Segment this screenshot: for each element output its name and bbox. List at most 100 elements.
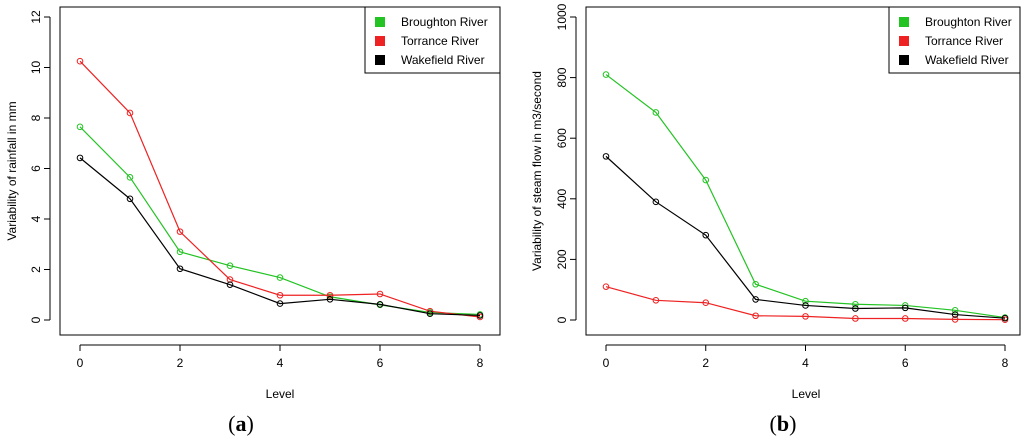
- data-point: [752, 296, 759, 303]
- x-tick-label: 4: [802, 356, 809, 370]
- data-point: [802, 297, 809, 305]
- data-point: [126, 195, 134, 203]
- y-tick-label: 800: [555, 67, 569, 87]
- data-point: [901, 315, 909, 322]
- series-line: [79, 126, 481, 316]
- x-axis-label: Level: [792, 387, 821, 401]
- x-tick-label: 0: [603, 356, 610, 370]
- series-lines: [602, 71, 1009, 323]
- data-point: [1001, 314, 1009, 322]
- data-point: [602, 153, 610, 160]
- x-tick-label: 8: [1002, 356, 1009, 370]
- y-axis-ticks: 0 200 400 600 800 1000: [555, 3, 577, 323]
- series-lines: [76, 57, 484, 321]
- y-tick-label: 200: [555, 249, 569, 269]
- y-tick-label: 400: [555, 188, 569, 208]
- data-point: [376, 301, 384, 308]
- panel-b: 0 2 4 6 8 0 200 400 600 800 1000 Level Variabilit…: [530, 3, 1021, 436]
- x-axis-ticks: 0 2 4 6 8: [603, 344, 1009, 370]
- y-tick-label: 1000: [555, 3, 569, 30]
- legend-label: Broughton River: [401, 15, 488, 29]
- data-point: [226, 281, 234, 288]
- x-tick-label: 2: [702, 356, 709, 370]
- data-point: [802, 302, 809, 309]
- series-line: [79, 60, 481, 318]
- y-tick-label: 600: [555, 128, 569, 148]
- data-point: [226, 262, 234, 270]
- data-point: [426, 310, 434, 317]
- y-tick-label: 2: [29, 266, 43, 273]
- data-point: [652, 198, 660, 206]
- data-point: [276, 291, 284, 299]
- legend-label: Torrance River: [401, 34, 479, 48]
- plot-frame: [59, 6, 501, 336]
- y-axis-label: Variability of rainfall in mm: [5, 101, 19, 240]
- panel-caption: (a): [228, 411, 254, 436]
- y-tick-label: 10: [29, 61, 43, 75]
- legend-swatch: [899, 55, 909, 65]
- series-line: [605, 74, 1006, 319]
- x-axis-ticks: 0 2 4 6 8: [77, 344, 484, 370]
- panel-a: 0 2 4 6 8 0 2 4 6 8 10 12 Level Variability of rai…: [5, 6, 501, 436]
- data-point: [951, 307, 959, 314]
- legend-label: Wakefield River: [925, 53, 1009, 67]
- legend-label: Wakefield River: [401, 53, 485, 67]
- legend-label: Torrance River: [925, 34, 1003, 48]
- x-tick-label: 8: [477, 356, 484, 370]
- x-tick-label: 6: [377, 356, 384, 370]
- data-point: [176, 248, 184, 256]
- legend-swatch: [899, 36, 909, 46]
- data-point: [702, 299, 710, 307]
- data-point: [802, 313, 809, 320]
- x-axis-label: Level: [266, 387, 295, 401]
- data-point: [652, 109, 660, 116]
- data-point: [76, 123, 84, 131]
- plot-frame: [585, 6, 1021, 336]
- legend: Broughton River Torrance River Wakefield R…: [888, 6, 1021, 74]
- data-point: [652, 297, 660, 304]
- data-point: [176, 228, 184, 235]
- data-point: [901, 304, 909, 312]
- data-point: [176, 265, 184, 273]
- data-point: [76, 154, 84, 162]
- y-axis-label: Variability of steam flow in m3/second: [530, 71, 544, 271]
- y-tick-label: 4: [29, 215, 43, 222]
- data-point: [951, 311, 959, 318]
- data-point: [476, 312, 484, 319]
- y-tick-label: 12: [29, 10, 43, 24]
- x-tick-label: 0: [77, 356, 84, 370]
- legend-swatch: [899, 17, 909, 27]
- data-point: [602, 71, 610, 78]
- series-line: [605, 286, 1006, 321]
- y-axis-ticks: 0 2 4 6 8 10 12: [29, 10, 51, 323]
- y-tick-label: 8: [29, 114, 43, 121]
- data-point: [376, 290, 384, 298]
- series-line: [79, 157, 481, 317]
- data-point: [702, 231, 710, 239]
- data-point: [852, 300, 859, 308]
- y-tick-label: 6: [29, 165, 43, 172]
- data-point: [276, 274, 284, 281]
- data-point: [852, 315, 859, 322]
- data-point: [951, 316, 959, 323]
- data-point: [326, 295, 334, 303]
- x-tick-label: 2: [177, 356, 184, 370]
- legend-swatch: [375, 55, 385, 65]
- data-point: [752, 280, 759, 288]
- data-point: [602, 283, 610, 290]
- data-point: [76, 57, 84, 65]
- data-point: [852, 305, 859, 312]
- data-point: [326, 291, 334, 299]
- data-point: [226, 276, 234, 283]
- legend-swatch: [375, 36, 385, 46]
- data-point: [276, 300, 284, 307]
- data-point: [126, 109, 134, 117]
- data-point: [702, 176, 710, 184]
- legend-box: [364, 6, 501, 74]
- panel-caption: (b): [770, 411, 797, 436]
- legend: Broughton River Torrance River Wakefield R…: [364, 6, 501, 74]
- legend-box: [888, 6, 1021, 74]
- data-point: [752, 312, 759, 320]
- x-tick-label: 4: [277, 356, 284, 370]
